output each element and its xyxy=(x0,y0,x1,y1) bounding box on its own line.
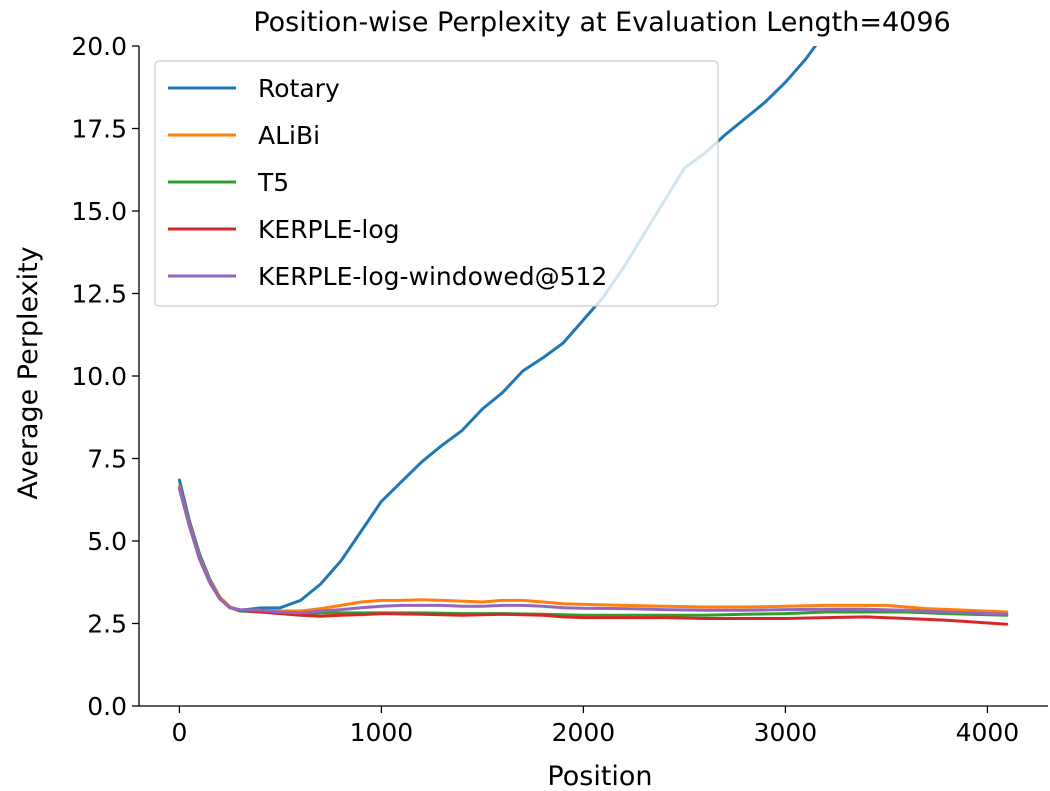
y-tick-label: 12.5 xyxy=(71,280,127,309)
x-tick-label: 2000 xyxy=(552,718,616,747)
legend: Rotary ALiBi T5 KERPLE-log KERPLE-log-window… xyxy=(154,60,719,307)
legend-box xyxy=(154,60,719,307)
y-tick-label: 17.5 xyxy=(71,115,127,144)
y-tick-label: 15.0 xyxy=(71,197,127,226)
y-axis-label: Average Perplexity xyxy=(13,246,44,499)
x-axis-label: Position xyxy=(547,761,652,791)
x-tick-label: 3000 xyxy=(754,718,818,747)
legend-label: T5 xyxy=(257,168,289,197)
y-tick-label: 0.0 xyxy=(87,692,127,721)
x-tick-label: 1000 xyxy=(350,718,414,747)
x-ticks: 0 1000 2000 3000 4000 xyxy=(171,706,1019,747)
y-tick-label: 7.5 xyxy=(87,445,127,474)
y-tick-label: 20.0 xyxy=(71,32,127,61)
y-tick-label: 2.5 xyxy=(87,610,127,639)
x-tick-label: 0 xyxy=(171,718,187,747)
y-tick-label: 5.0 xyxy=(87,527,127,556)
x-tick-label: 4000 xyxy=(956,718,1020,747)
y-ticks: 0.0 2.5 5.0 7.5 10.0 12.5 15.0 17.5 20.0 xyxy=(71,32,139,721)
y-tick-label: 10.0 xyxy=(71,362,127,391)
legend-label: ALiBi xyxy=(258,121,320,150)
legend-label: Rotary xyxy=(258,74,340,103)
series-line-alibi xyxy=(177,485,1009,614)
legend-label: KERPLE-log-windowed@512 xyxy=(258,262,607,291)
chart-title: Position-wise Perplexity at Evaluation L… xyxy=(253,7,950,38)
legend-label: KERPLE-log xyxy=(258,215,400,244)
series-line-kerple-log-windowed-512 xyxy=(177,486,1009,616)
